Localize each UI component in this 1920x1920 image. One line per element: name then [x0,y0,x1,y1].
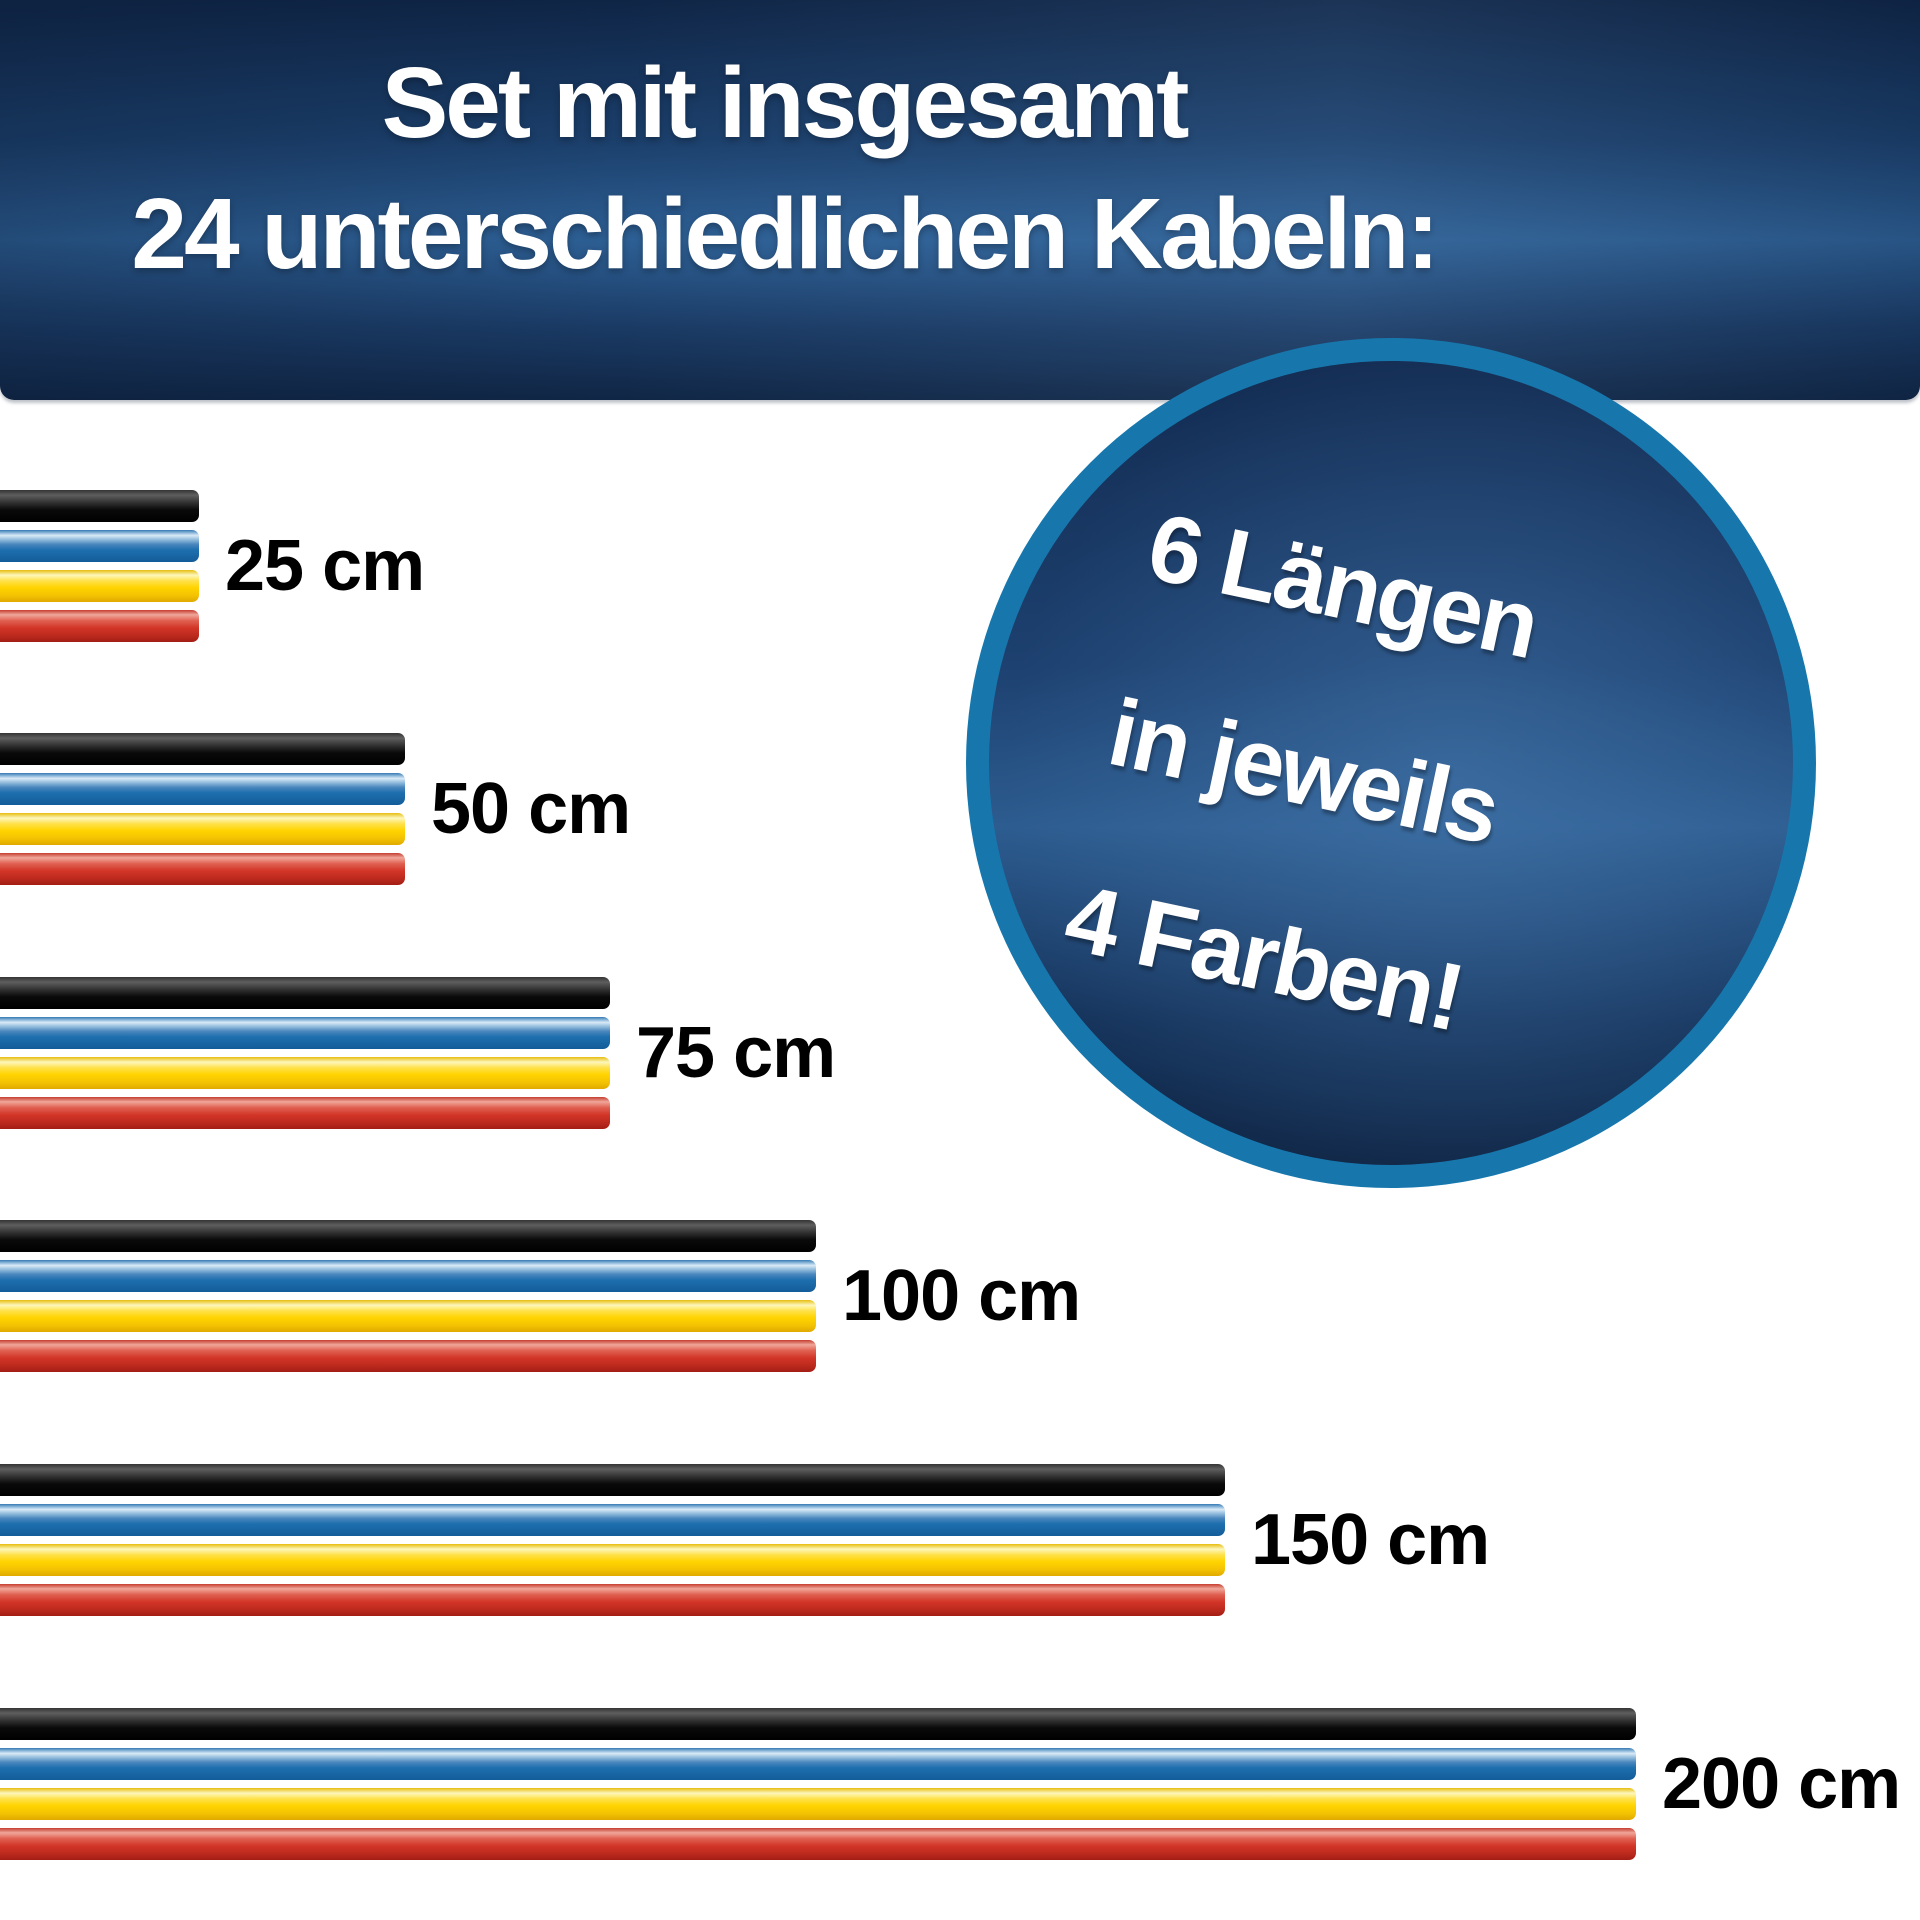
cable-bar-red [0,1584,1225,1616]
cable-group: 200 cm [0,1708,1920,1860]
cable-bar-black [0,1220,816,1252]
header-line1: Set mit insgesamt [381,47,1190,159]
cable-bar-red [0,853,405,885]
length-label: 50 cm [431,769,631,849]
cable-group: 100 cm [0,1220,1920,1372]
header-banner: Set mit insgesamt 24 unterschiedlichen K… [0,0,1920,400]
length-label: 200 cm [1662,1744,1901,1824]
cable-bar-blue [0,530,199,562]
cable-bar-yellow [0,813,405,845]
cable-group: 75 cm [0,977,1920,1129]
header-line2: 24 unterschiedlichen Kabeln: [131,178,1439,290]
length-label: 150 cm [1251,1500,1490,1580]
cable-bar-black [0,977,610,1009]
cable-group: 150 cm [0,1464,1920,1616]
length-label: 25 cm [225,526,425,606]
cable-bar-black [0,1708,1636,1740]
cable-bar-yellow [0,1788,1636,1820]
cable-group: 50 cm [0,733,1920,885]
length-label: 75 cm [636,1013,836,1093]
cable-group: 25 cm [0,490,1920,642]
cable-bar-yellow [0,1057,610,1089]
length-label: 100 cm [842,1256,1081,1336]
cable-bar-yellow [0,1300,816,1332]
cable-bar-red [0,1828,1636,1860]
cable-bar-red [0,1097,610,1129]
cable-bar-black [0,1464,1225,1496]
cable-bar-red [0,1340,816,1372]
cable-bar-blue [0,773,405,805]
header-text: Set mit insgesamt 24 unterschiedlichen K… [0,38,1568,300]
cable-bar-red [0,610,199,642]
cable-bar-blue [0,1260,816,1292]
cable-bar-black [0,490,199,522]
promo-badge-text: 6 Längen in jeweils 4 Farben! [1048,452,1558,1093]
cable-bar-yellow [0,1544,1225,1576]
cable-bar-black [0,733,405,765]
cable-bar-blue [0,1017,610,1049]
promo-badge: 6 Längen in jeweils 4 Farben! [966,338,1816,1188]
cable-bar-blue [0,1748,1636,1780]
cable-bar-yellow [0,570,199,602]
cable-bar-blue [0,1504,1225,1536]
